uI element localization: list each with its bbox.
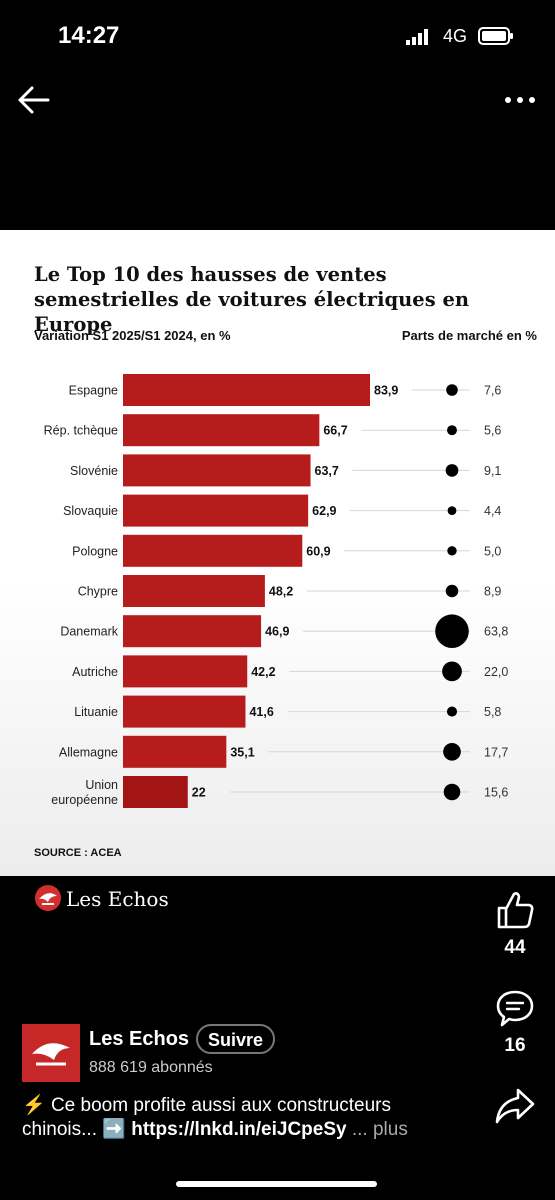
chart-card[interactable]: Le Top 10 des hausses de ventes semestri…: [0, 230, 555, 876]
arrow-emoji: ➡️: [102, 1119, 126, 1140]
category-label: Allemagne: [59, 745, 118, 759]
market-share-label: 9,1: [484, 464, 501, 478]
chart-subtitle: Variation S1 2025/S1 2024, en %: [34, 328, 231, 343]
bar: [123, 776, 188, 808]
post-caption: ⚡ Ce boom profite aussi aux constructeur…: [22, 1094, 462, 1142]
share-button[interactable]: [485, 1086, 545, 1131]
brand-name: Les Echos: [66, 887, 169, 911]
thumbs-up-icon: [497, 892, 534, 929]
market-share-dot: [447, 546, 457, 556]
category-label: Chypre: [78, 585, 118, 599]
category-label: Danemark: [60, 625, 118, 639]
market-share-dot: [447, 506, 457, 516]
category-label: Slovénie: [70, 464, 118, 478]
market-share-label: 15,6: [484, 786, 508, 800]
market-share-dot: [435, 614, 469, 648]
market-share-dot: [445, 584, 459, 598]
category-label: Autriche: [72, 665, 118, 679]
market-share-label: 8,9: [484, 585, 501, 599]
caption-text-2: chinois...: [22, 1119, 97, 1140]
market-share-label: 7,6: [484, 384, 501, 398]
chart-source: SOURCE : ACEA: [34, 847, 122, 859]
les-echos-logo-icon: [35, 885, 61, 911]
network-type: 4G: [443, 26, 468, 46]
signal-icon: [406, 29, 428, 45]
bar: [123, 695, 246, 728]
bar-value-label: 42,2: [251, 665, 275, 679]
author-row: Les Echos Suivre 888 619 abonnés: [22, 1024, 442, 1084]
bar: [123, 615, 262, 648]
author-name[interactable]: Les Echos: [89, 1028, 190, 1050]
bar: [123, 655, 248, 688]
like-button[interactable]: 44: [485, 888, 545, 959]
more-options-icon[interactable]: [498, 88, 542, 112]
comment-count: 16: [504, 1035, 526, 1056]
market-share-dot: [445, 464, 459, 477]
bar-value-label: 60,9: [306, 544, 330, 558]
bar-value-label: 41,6: [249, 705, 273, 719]
market-share-label: 22,0: [484, 665, 508, 679]
bar-value-label: 22: [192, 786, 206, 800]
bar: [123, 494, 309, 527]
category-label: européenne: [51, 793, 118, 807]
market-share-header: Parts de marché en %: [401, 328, 537, 343]
market-share-dot: [443, 742, 461, 761]
market-share-label: 5,8: [484, 705, 501, 719]
chart-title: Le Top 10 des hausses de ventes semestri…: [34, 263, 470, 336]
caption-text-1: Ce boom profite aussi aux constructeurs: [50, 1095, 392, 1116]
category-label: Espagne: [69, 384, 118, 398]
see-more-link[interactable]: ... plus: [351, 1119, 408, 1140]
follower-count: 888 619 abonnés: [89, 1059, 213, 1076]
back-arrow-icon[interactable]: [14, 82, 54, 118]
bar: [123, 735, 227, 768]
bar-value-label: 66,7: [323, 424, 347, 438]
home-indicator[interactable]: [176, 1181, 377, 1187]
bar: [123, 454, 311, 487]
status-time: 14:27: [58, 22, 120, 49]
bar: [123, 575, 265, 607]
status-bar: 14:27 4G: [0, 0, 555, 75]
bar-value-label: 35,1: [230, 745, 254, 759]
les-echos-avatar-icon: [32, 1043, 70, 1066]
market-share-dot: [447, 425, 457, 436]
bar-value-label: 46,9: [265, 625, 289, 639]
bar-chart: 83,9 Espagne 7,6 66,7 Rép. tchèque 5,6 63,7 Slo…: [44, 374, 508, 808]
bar-value-label: 63,7: [315, 464, 339, 478]
bar-value-label: 83,9: [374, 384, 398, 398]
bar: [123, 374, 370, 406]
lightning-emoji: ⚡: [22, 1095, 46, 1116]
comment-icon: [496, 990, 534, 1027]
bar: [123, 414, 320, 447]
market-share-dot: [446, 384, 458, 396]
bar-value-label: 48,2: [269, 585, 293, 599]
market-share-label: 5,0: [484, 544, 501, 558]
category-label: Slovaquie: [63, 504, 118, 518]
market-share-label: 5,6: [484, 424, 501, 438]
category-label: Union: [85, 778, 118, 792]
bar: [123, 534, 303, 567]
follow-button[interactable]: Suivre: [196, 1024, 276, 1054]
market-share-dot: [443, 783, 461, 801]
caption-link[interactable]: https://lnkd.in/eiJCpeSy: [131, 1119, 347, 1140]
share-icon: [495, 1088, 535, 1124]
category-label: Rép. tchèque: [44, 424, 118, 438]
market-share-label: 63,8: [484, 625, 508, 639]
category-label: Lituanie: [74, 705, 118, 719]
market-share-label: 4,4: [484, 504, 501, 518]
bar-value-label: 62,9: [312, 504, 336, 518]
avatar[interactable]: [22, 1024, 80, 1082]
market-share-label: 17,7: [484, 745, 508, 759]
comment-button[interactable]: 16: [485, 988, 545, 1057]
market-share-dot: [442, 661, 462, 682]
battery-icon: [478, 27, 513, 45]
like-count: 44: [504, 937, 526, 958]
market-share-dot: [446, 706, 458, 717]
category-label: Pologne: [72, 544, 118, 558]
